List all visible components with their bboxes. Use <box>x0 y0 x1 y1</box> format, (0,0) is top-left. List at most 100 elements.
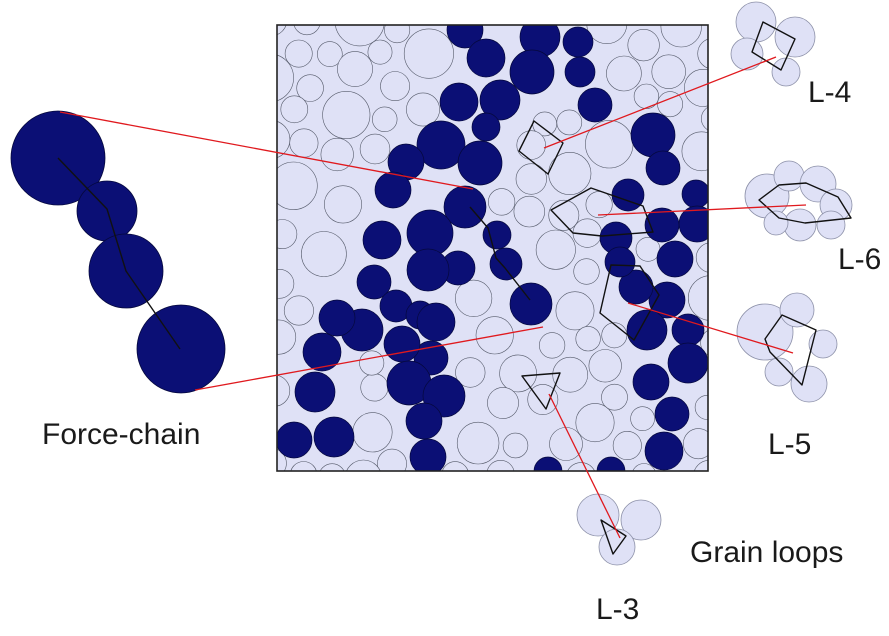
weak-grain <box>601 322 628 349</box>
loop-l4-grain <box>771 57 801 87</box>
loop-l5-grain <box>808 329 838 359</box>
loop-l4-grain <box>774 16 816 58</box>
weak-grain <box>627 28 660 62</box>
grain-loops-label: Grain loops <box>690 536 844 569</box>
weak-grain <box>346 459 381 471</box>
weak-grain <box>556 109 583 136</box>
weak-grain <box>280 95 309 124</box>
strong-grain <box>482 220 512 250</box>
weak-grain <box>548 199 580 231</box>
strong-grain <box>626 309 668 351</box>
loop-l4-polygon <box>751 21 796 71</box>
strong-grain <box>630 112 676 158</box>
weak-grain <box>377 448 407 471</box>
weak-grain <box>575 326 601 352</box>
weak-grain <box>513 195 545 228</box>
weak-grain <box>290 461 317 471</box>
strong-grain <box>681 179 708 209</box>
loop-l5-label: L-5 <box>768 428 812 461</box>
weak-grain <box>277 25 287 36</box>
weak-grain <box>277 375 291 407</box>
packing-border <box>276 24 709 472</box>
weak-grain <box>277 269 295 299</box>
weak-grain <box>575 403 615 443</box>
loop-l5-grain <box>790 365 828 403</box>
weak-grain <box>283 295 314 326</box>
weak-grain <box>630 406 655 432</box>
weak-grain <box>538 332 566 359</box>
strong-grain <box>533 456 563 471</box>
strong-grain <box>406 248 450 292</box>
weak-grain <box>660 25 702 48</box>
strong-grain <box>648 281 686 319</box>
weak-grain <box>586 25 628 44</box>
strong-grain <box>318 299 356 337</box>
strong-grain <box>509 282 553 326</box>
weak-grain <box>277 319 297 355</box>
weak-grain <box>695 242 708 273</box>
connector-lines <box>59 56 807 539</box>
weak-grain <box>359 133 391 165</box>
loop-l4-in-packing <box>518 120 564 175</box>
strong-grain <box>409 438 447 471</box>
weak-grain <box>277 219 298 249</box>
strong-grain <box>654 396 690 432</box>
weak-grain <box>455 357 486 388</box>
weak-grain <box>456 421 500 465</box>
weak-grain <box>499 354 537 393</box>
loop-l6-polygon <box>758 182 852 224</box>
weak-grain <box>693 459 708 471</box>
strong-grain <box>374 171 412 209</box>
loop-l6-grain <box>816 210 846 240</box>
loop-l5-grain <box>736 303 794 361</box>
strong-grain <box>577 87 613 123</box>
loop-l3-in-packing <box>521 372 561 410</box>
weak-grain <box>319 463 345 471</box>
strong-grain <box>509 49 555 95</box>
loop-l5-in-packing <box>599 264 660 341</box>
strong-grain <box>644 431 684 471</box>
strong-grain <box>471 112 501 142</box>
strong-grain <box>479 79 521 121</box>
strong-grain <box>356 264 392 300</box>
weak-grain <box>403 28 454 79</box>
strong-grain <box>443 185 487 229</box>
strong-grain <box>416 120 466 170</box>
weak-grain <box>651 54 686 89</box>
weak-grain <box>372 106 398 133</box>
weak-grain <box>301 231 347 277</box>
weak-grain <box>601 383 628 411</box>
weak-grain <box>322 91 371 140</box>
weak-grain <box>515 163 547 195</box>
weak-grain <box>334 25 385 47</box>
connector-l3 <box>548 393 621 539</box>
connector-force-chain-top <box>59 111 474 190</box>
strong-grain <box>489 247 523 281</box>
loop-l4-grain <box>730 37 764 71</box>
strong-grain <box>383 325 421 363</box>
weak-grain <box>277 121 291 158</box>
chain-grain <box>136 304 226 394</box>
weak-grain <box>488 188 516 216</box>
packing-loops <box>469 120 660 410</box>
strong-grain <box>671 313 705 347</box>
strong-grain <box>596 456 626 471</box>
weak-grain <box>585 120 634 169</box>
weak-grain <box>697 38 708 69</box>
loop-l6-grain <box>773 160 805 192</box>
weak-grain <box>406 92 440 127</box>
strong-grain <box>604 246 636 278</box>
loop-l5-polygon <box>764 314 817 386</box>
strong-grain <box>313 416 355 458</box>
weak-grain <box>688 275 708 321</box>
weak-grain <box>360 373 389 402</box>
strong-grain <box>667 342 708 384</box>
weak-grain <box>323 185 362 224</box>
strong-grain <box>562 26 594 58</box>
weak-grain <box>384 25 411 44</box>
weak-grain <box>277 449 287 471</box>
weak-grain <box>585 191 613 219</box>
weak-grain <box>284 39 313 68</box>
loop-l4-grain <box>735 1 777 43</box>
